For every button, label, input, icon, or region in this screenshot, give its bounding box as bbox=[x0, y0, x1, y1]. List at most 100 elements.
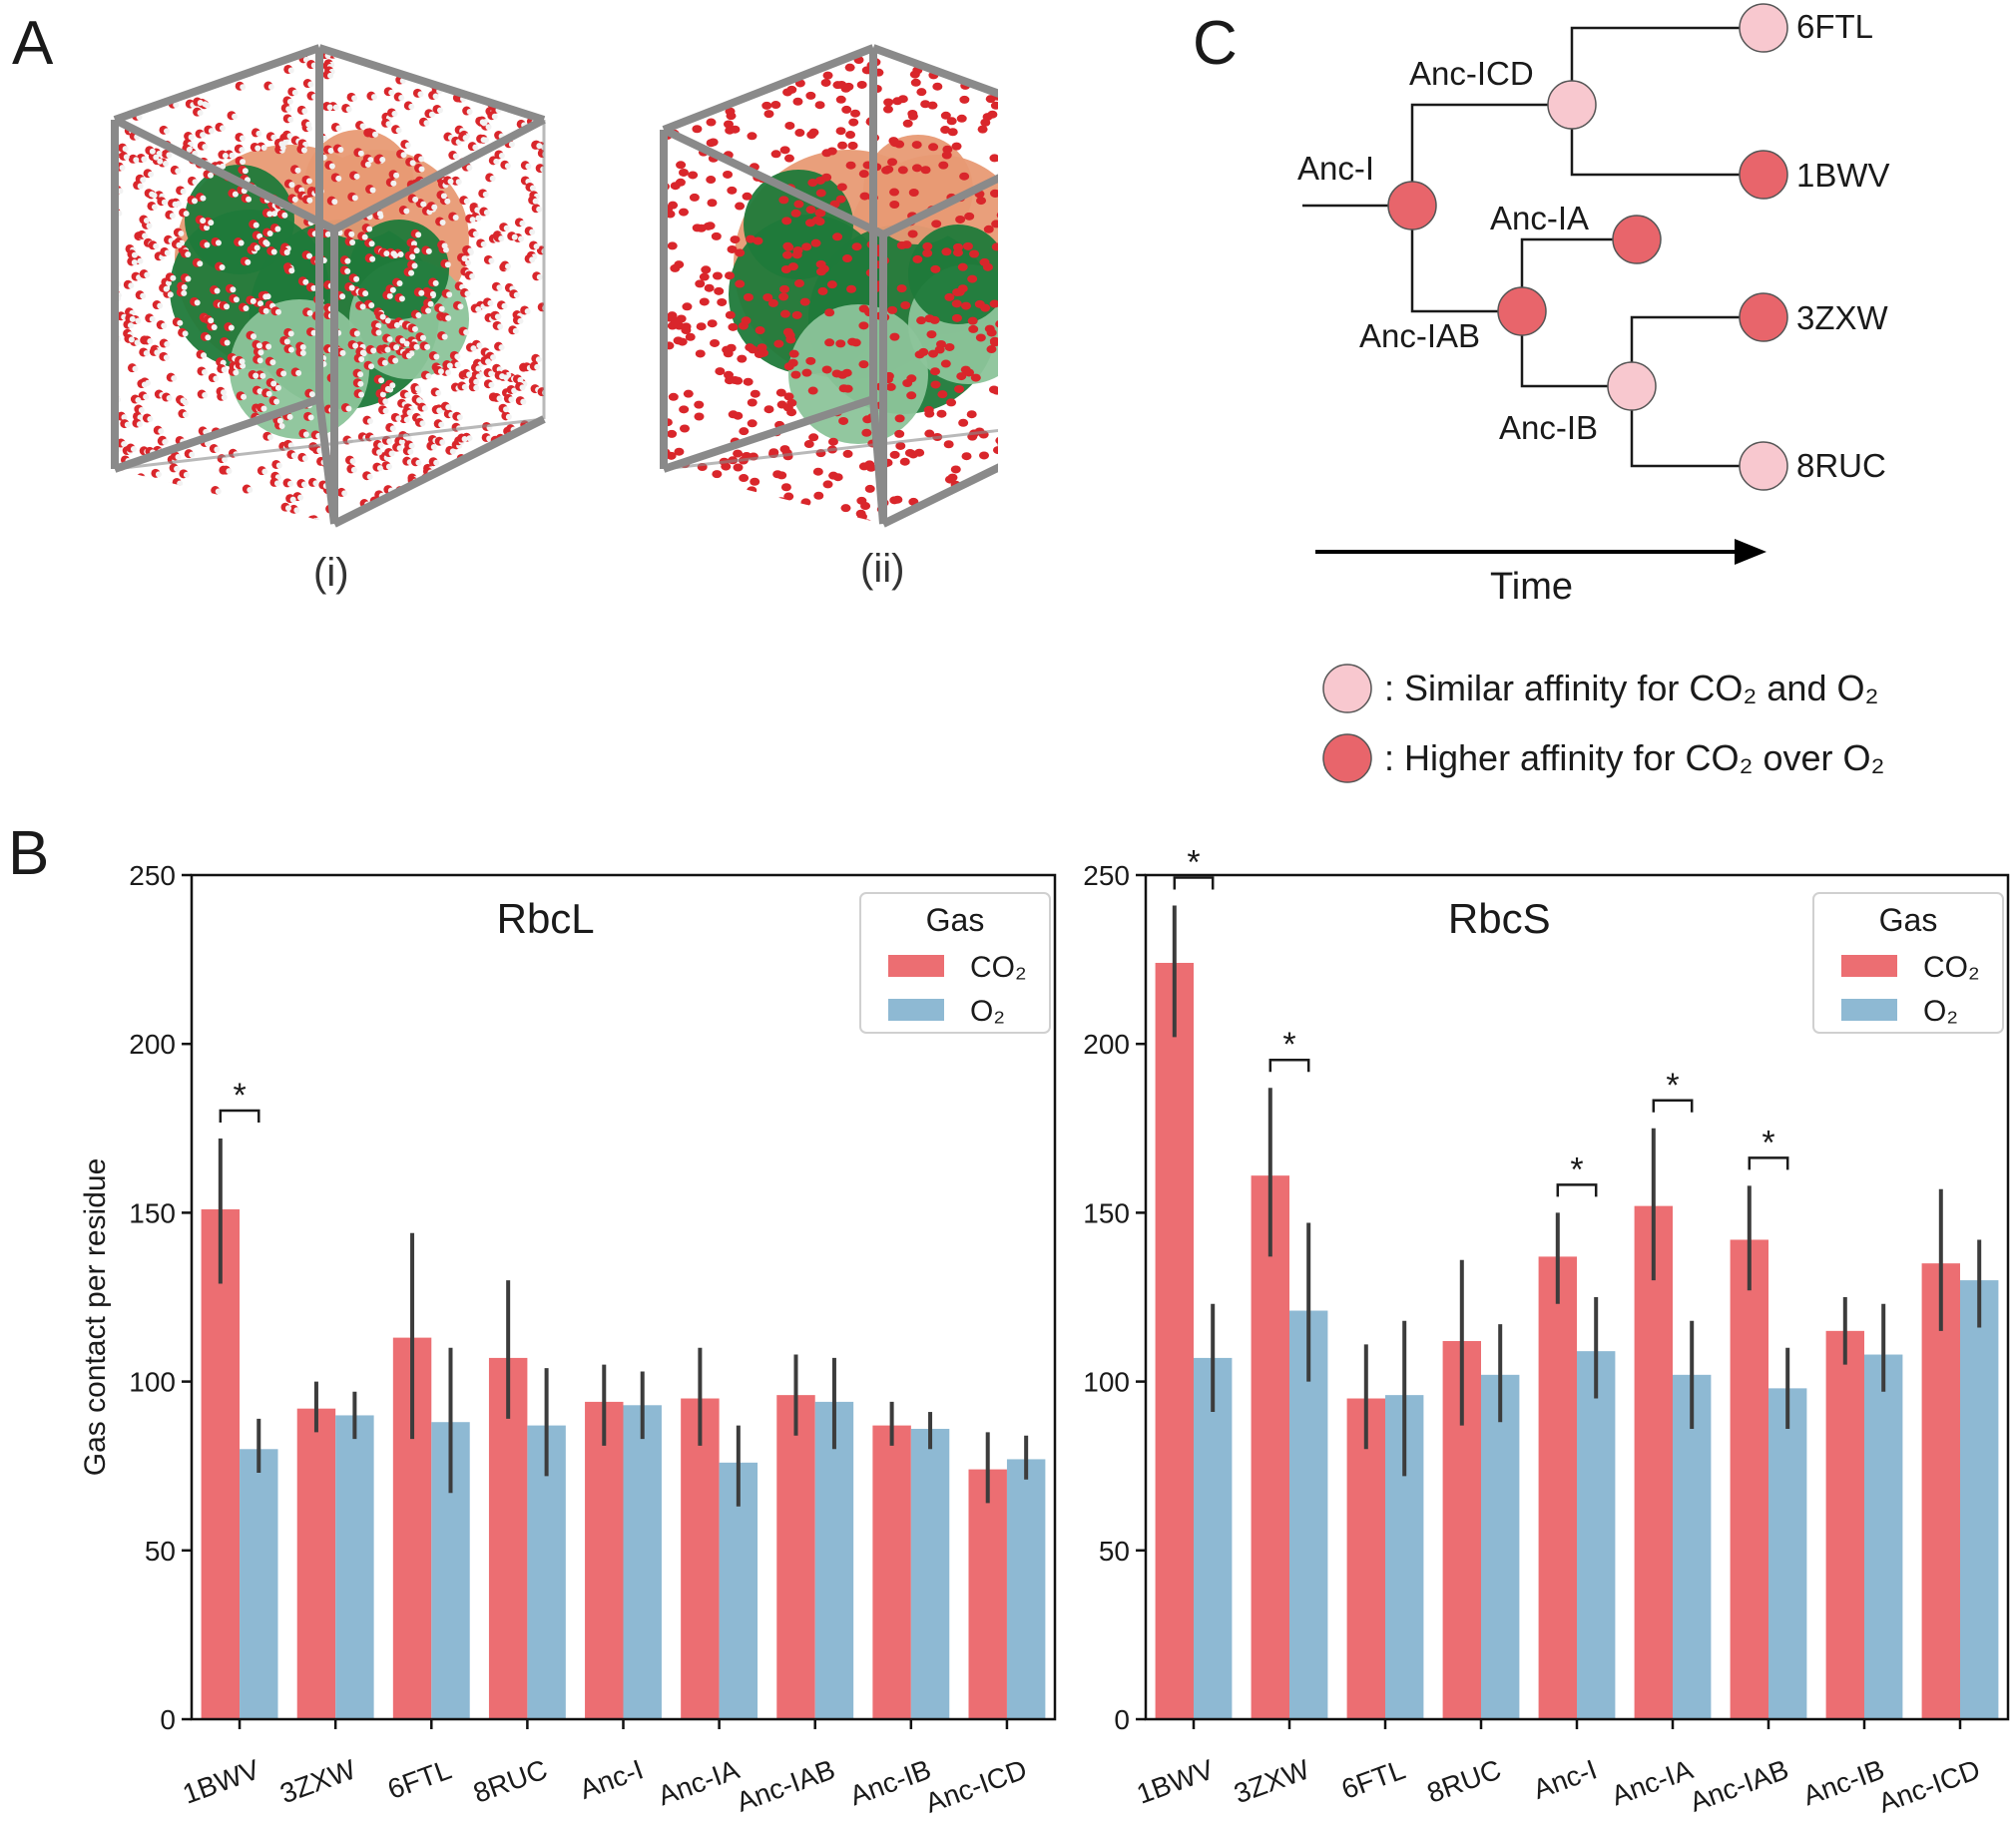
gas-molecule bbox=[408, 103, 415, 110]
significance-bracket-anc-ia bbox=[1652, 1099, 1694, 1113]
node-8ruc bbox=[1739, 441, 1788, 491]
gas-molecule bbox=[200, 132, 207, 139]
bar-co2-3zxw bbox=[1251, 1175, 1289, 1719]
gas-molecule bbox=[252, 222, 259, 228]
bar-o2-6ftl bbox=[1385, 1395, 1424, 1719]
node-anc-ia bbox=[1612, 215, 1662, 264]
gas-molecule bbox=[533, 242, 540, 249]
panel-letter-c: C bbox=[1193, 9, 1238, 78]
gas-molecule bbox=[503, 225, 510, 231]
gas-molecule bbox=[157, 158, 164, 165]
gas-molecule bbox=[183, 211, 190, 218]
gas-molecule bbox=[331, 199, 338, 206]
gas-molecule bbox=[473, 384, 480, 391]
gas-molecule bbox=[274, 308, 281, 315]
gas-molecule bbox=[391, 110, 398, 117]
gas-molecule bbox=[349, 239, 356, 246]
bar-o2-anc-iab bbox=[814, 1401, 854, 1719]
gas-molecule bbox=[250, 297, 256, 304]
gas-molecule bbox=[491, 113, 498, 120]
gas-molecule bbox=[232, 191, 239, 198]
gas-molecule bbox=[412, 196, 419, 203]
gas-molecule bbox=[219, 125, 226, 132]
gas-molecule bbox=[233, 369, 240, 376]
y-axis-label: Gas contact per residue bbox=[79, 1158, 112, 1477]
gas-molecule bbox=[260, 405, 267, 412]
time-label: Time bbox=[1490, 566, 1573, 608]
gas-molecule bbox=[202, 101, 209, 108]
gas-molecule bbox=[505, 413, 512, 420]
gas-molecule bbox=[439, 439, 446, 446]
legend-title: Gas bbox=[1879, 902, 1938, 938]
label-8ruc: 8RUC bbox=[1796, 447, 1886, 484]
gas-molecule bbox=[266, 211, 273, 218]
gas-molecule bbox=[224, 339, 231, 346]
gas-molecule bbox=[345, 405, 352, 412]
gas-molecule bbox=[270, 248, 277, 255]
gas-molecule bbox=[137, 257, 144, 264]
x-tick-label-anc-iab: Anc-IAB bbox=[1686, 1754, 1792, 1818]
label-6ftl: 6FTL bbox=[1796, 8, 1873, 45]
x-tick-label-6ftl: 6FTL bbox=[383, 1754, 455, 1805]
gas-molecule bbox=[257, 300, 264, 307]
gas-molecule bbox=[379, 391, 386, 398]
simulation-box-i bbox=[111, 44, 546, 528]
gas-molecule bbox=[171, 375, 178, 382]
gas-molecule bbox=[158, 428, 165, 435]
gas-molecule bbox=[335, 175, 342, 182]
gas-molecule bbox=[143, 393, 150, 400]
gas-molecule bbox=[256, 388, 263, 395]
gas-molecule bbox=[121, 441, 128, 448]
gas-molecule bbox=[205, 440, 212, 447]
gas-molecule bbox=[536, 143, 543, 150]
x-tick-label-anc-i: Anc-I bbox=[576, 1754, 648, 1805]
gas-molecule bbox=[415, 231, 422, 238]
bar-co2-anc-ib bbox=[872, 1425, 911, 1719]
plot-frame bbox=[190, 873, 1057, 1721]
gas-molecule bbox=[384, 385, 391, 392]
gas-molecule bbox=[197, 110, 204, 117]
gas-molecule bbox=[480, 240, 487, 247]
gas-molecule bbox=[293, 507, 300, 514]
gas-molecule bbox=[186, 146, 193, 153]
gas-molecule bbox=[475, 365, 482, 372]
gas-molecule bbox=[409, 160, 416, 167]
gas-molecule bbox=[508, 141, 515, 148]
gas-molecule bbox=[283, 338, 290, 345]
gas-molecule bbox=[202, 392, 209, 399]
gas-molecule bbox=[446, 291, 453, 298]
gas-molecule bbox=[344, 267, 351, 274]
panel-letter-a: A bbox=[12, 9, 54, 78]
gas-molecule bbox=[368, 240, 375, 247]
x-tick-label-8ruc: 8RUC bbox=[1423, 1754, 1505, 1809]
bar-co2-anc-i bbox=[1538, 1256, 1577, 1719]
gas-molecule bbox=[136, 421, 143, 428]
gas-molecule bbox=[353, 173, 360, 180]
gas-molecule bbox=[463, 198, 470, 205]
gas-molecule bbox=[386, 335, 393, 342]
gas-molecule bbox=[294, 167, 301, 174]
gas-molecule bbox=[134, 339, 141, 346]
label-anc-icd: Anc-ICD bbox=[1409, 55, 1534, 92]
gas-molecule bbox=[537, 302, 544, 312]
label-1bwv: 1BWV bbox=[1796, 157, 1890, 194]
gas-molecule bbox=[480, 137, 487, 144]
gas-molecule bbox=[250, 333, 256, 340]
gas-molecule bbox=[534, 363, 541, 370]
gas-molecule bbox=[345, 106, 352, 113]
gas-molecule bbox=[529, 185, 536, 192]
gas-molecule bbox=[140, 177, 147, 184]
gas-molecule bbox=[385, 463, 392, 470]
significance-star-anc-ia: * bbox=[1666, 1067, 1679, 1105]
gas-molecule bbox=[188, 134, 195, 141]
legend-box bbox=[1812, 892, 2004, 1034]
bar-o2-anc-icd bbox=[1006, 1459, 1046, 1719]
gas-molecule bbox=[444, 198, 451, 205]
gas-molecule bbox=[291, 196, 298, 203]
gas-molecule bbox=[537, 149, 544, 159]
gas-molecule bbox=[270, 380, 277, 387]
gas-molecule bbox=[205, 334, 212, 341]
gas-molecule bbox=[232, 113, 239, 120]
gas-molecule bbox=[520, 398, 527, 405]
significance-star-anc-iab: * bbox=[1762, 1124, 1774, 1161]
